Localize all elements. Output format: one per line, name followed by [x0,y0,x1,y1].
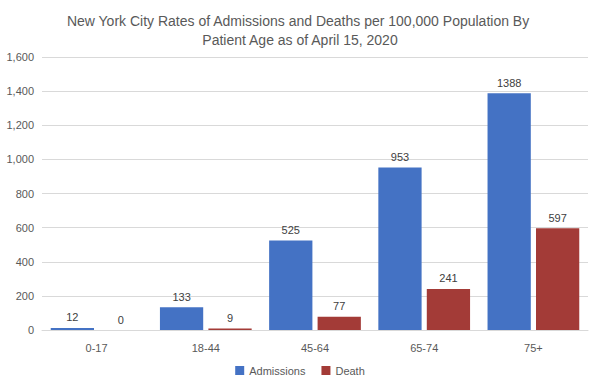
svg-text:New York City Rates of Admissi: New York City Rates of Admissions and De… [67,13,533,29]
svg-text:1,200: 1,200 [6,119,34,131]
svg-text:400: 400 [16,256,34,268]
svg-text:133: 133 [172,291,190,303]
svg-text:65-74: 65-74 [410,342,438,354]
svg-text:0: 0 [28,324,34,336]
svg-text:45-64: 45-64 [301,342,329,354]
svg-text:Death: Death [335,365,364,377]
svg-text:597: 597 [548,212,566,224]
svg-text:12: 12 [66,311,78,323]
svg-text:200: 200 [16,290,34,302]
svg-text:525: 525 [282,224,300,236]
svg-text:1,400: 1,400 [6,85,34,97]
svg-text:1,600: 1,600 [6,51,34,63]
svg-text:241: 241 [439,272,457,284]
svg-text:0: 0 [118,314,124,326]
svg-text:1388: 1388 [497,77,521,89]
svg-text:600: 600 [16,222,34,234]
svg-text:Patient Age as of April 15, 20: Patient Age as of April 15, 2020 [202,32,398,48]
svg-text:953: 953 [391,151,409,163]
svg-text:Admissions: Admissions [249,365,306,377]
svg-text:18-44: 18-44 [192,342,220,354]
svg-text:77: 77 [333,300,345,312]
svg-text:1,000: 1,000 [6,153,34,165]
svg-text:9: 9 [227,312,233,324]
svg-text:0-17: 0-17 [86,342,108,354]
svg-text:75+: 75+ [524,342,543,354]
svg-text:800: 800 [16,188,34,200]
